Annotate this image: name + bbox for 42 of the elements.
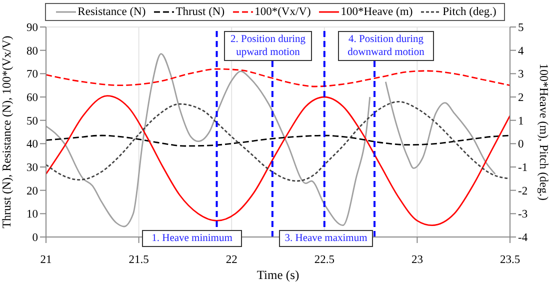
legend-label: Resistance (N) (76, 6, 146, 18)
y-tick-label: 30 (26, 162, 38, 174)
legend-label: 100*(Vx/V) (254, 6, 311, 18)
y2-tick-label: -3 (518, 208, 528, 221)
text-box: 3. Heave maximum (279, 230, 373, 247)
line-series (46, 68, 510, 88)
y2-tick-label: 0 (518, 138, 524, 151)
y-tick-label: 10 (26, 208, 38, 221)
x-axis-title: Time (s) (256, 268, 300, 282)
y2-tick-label: 3 (518, 68, 524, 81)
y2-tick-label: -1 (518, 162, 528, 174)
y2-tick-label: 5 (518, 22, 524, 34)
text-box: 4. Position during downward motion (338, 31, 434, 61)
legend-label: Pitch (deg.) (442, 6, 496, 18)
x-tick-label: 22.5 (314, 254, 335, 266)
y-tick-label: 20 (26, 185, 38, 198)
line-series (46, 134, 510, 147)
y2-tick-label: 4 (518, 45, 524, 58)
y-tick-label: 60 (26, 92, 38, 104)
line-series (46, 95, 510, 226)
y-tick-label: 50 (26, 115, 38, 128)
line-series (46, 100, 510, 182)
y-tick-label: 80 (26, 45, 38, 58)
y-axis-title: Thrust (N), Resistance (N), 100*(Vx/V) (0, 36, 14, 228)
text-box: 2. Position during upward motion (224, 31, 312, 61)
y2-tick-label: 2 (518, 92, 524, 104)
x-tick-label: 23 (411, 254, 424, 266)
legend-label: Thrust (N) (174, 6, 225, 18)
x-tick-label: 21 (40, 254, 52, 266)
y2-tick-label: 1 (518, 115, 524, 128)
legend-label: 100*Heave (m) (340, 6, 413, 18)
y-tick-label: 0 (32, 232, 38, 244)
x-tick-label: 23.5 (500, 254, 520, 266)
y2-tick-label: -4 (518, 232, 528, 244)
text-box: 1. Heave minimum (142, 230, 242, 247)
y-tick-label: 70 (26, 68, 38, 81)
y2-tick-label: -2 (518, 185, 528, 198)
y-tick-label: 40 (26, 138, 38, 151)
y2-axis-title: 100*Heave (m), Pitch (deg.) (536, 64, 550, 200)
y-tick-label: 90 (26, 22, 38, 34)
x-tick-label: 22 (226, 254, 238, 266)
x-tick-label: 21.5 (128, 254, 150, 266)
